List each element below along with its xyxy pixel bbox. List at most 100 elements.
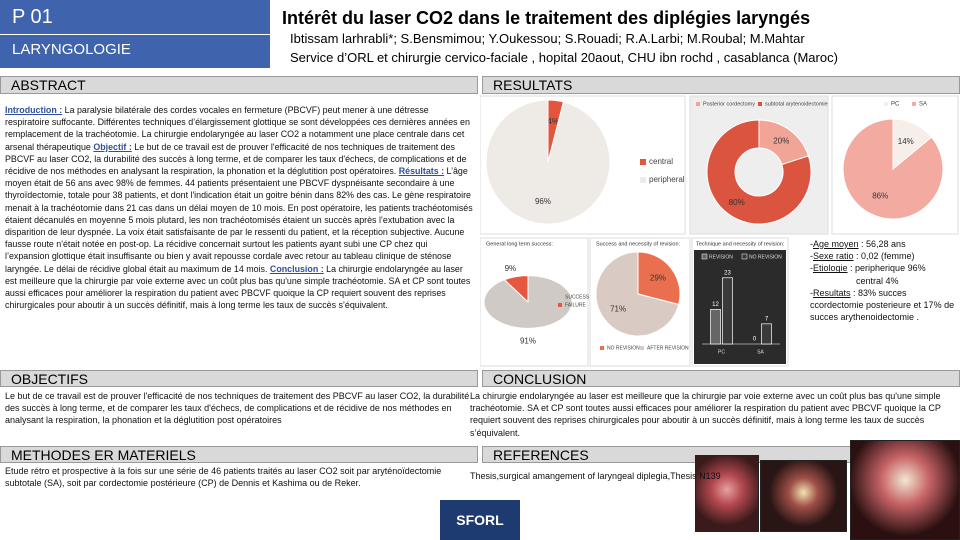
photo [760,460,847,532]
slice [706,119,812,225]
summary-text: : 83% succes ccordectomie posterieure et… [810,287,955,323]
pie: 91% 9% [483,264,573,346]
legend-swatch [558,303,562,307]
pie: 20% 80% [706,119,812,225]
summary-item: central 4% [810,275,956,287]
legend-swatch [640,346,644,350]
data-label: 86% [872,191,888,200]
abstract-text: Introduction : La paralysie bilatérale d… [5,104,473,311]
chart-title: Success and necessity of revision: [596,241,681,247]
data-label: 9% [505,264,517,273]
bar [722,277,733,345]
legend-label: central [649,157,673,166]
data-label: 14% [898,137,914,146]
chart-title: General long term success: [486,241,553,247]
bar [761,323,772,345]
photo [850,440,960,540]
legend-label: NO REVISION [607,345,640,351]
abstract-body: La paralysie bilatérale des cordes vocal… [5,105,470,152]
data-label: 96% [535,197,551,206]
bar [710,309,721,345]
legend-swatch [884,102,888,106]
affiliation: Service d’ORL et chirurgie cervico-facia… [290,50,838,65]
data-label: 29% [650,274,666,283]
data-label: 7 [765,316,769,322]
bullet: - [810,239,813,249]
data-label: 71% [610,305,626,314]
abstract-body: Le but de ce travail est de prouver l'ef… [5,141,467,177]
pie: 14% 86% [842,118,944,220]
legend-label: SUCCESS [565,294,590,300]
section-heading: RESULTATS [482,76,960,94]
summary-label: Sexe ratio [813,251,854,262]
legend-label: Posterior cordectomy [703,101,755,107]
legend-swatch [640,177,646,183]
methodes-text: Etude rétro et prospective à la fois sur… [5,466,442,489]
objectifs-text: Le but de ce travail est de prouver l'ef… [5,391,470,426]
x-tick-label: PC [718,349,725,355]
legend-swatch [758,102,762,106]
results-charts: 4% 96% central peripheral 20% 80% Posterior co… [480,95,959,367]
data-label: 23 [724,270,731,276]
data-label: 20% [773,136,789,145]
legend-label: PC [891,102,900,108]
summary-text: : 0,02 (femme) [853,251,915,262]
legend-label: REVISION [709,254,733,260]
section-label: Objectif : [93,141,132,152]
title: Intérêt du laser CO2 dans le traitement … [282,8,811,28]
summary-text: central 4% [856,275,899,286]
data-label: 91% [520,337,536,346]
legend-swatch [741,253,748,260]
bullet: - [810,263,813,274]
legend-label: peripheral [649,175,685,184]
conclusion-text: La chirurgie endolaryngée au laser est m… [470,391,941,438]
section-heading: ABSTRACT [0,76,478,94]
abstract-body: L’âge moyen était de 56 ans avec 98% de … [5,166,473,274]
section-label: Introduction : [5,105,63,115]
summary-item: -Sexe ratio : 0,02 (femme) [810,250,956,262]
legend-label: FAILURE [565,302,587,308]
bullet: - [810,251,813,262]
data-label: 4% [547,117,559,126]
slice [842,118,944,220]
summary-text: : 56,28 ans [858,239,906,249]
authors: Ibtissam larhrabli*; S.Bensmimou; Y.Ouke… [290,31,805,46]
x-tick-label: SA [757,349,764,355]
section-heading: OBJECTIFS [0,370,478,387]
summary-item: -Resultats : 83% succes ccordectomie pos… [810,287,956,324]
slice [637,251,681,306]
summary-item: -Etiologie : peripherique 96% [810,262,956,274]
pie: 29% 71% [595,251,681,337]
legend-label: AFTER REVISION [647,345,689,351]
data-label: 80% [729,198,745,207]
photo [695,455,759,532]
divider [0,34,270,35]
summary-label: Age moyen [813,239,859,249]
data-label: 12 [712,302,719,308]
section-label: Résultats : [398,166,445,177]
legend-label: SA [919,102,927,108]
references-text: Thesis,surgical amangement of laryngeal … [470,471,721,481]
section-heading: METHODES ER MATERIELS [0,446,478,463]
section-heading: CONCLUSION [482,370,960,387]
legend-swatch [558,295,562,299]
summary-item: -Age moyen : 56,28 ans [810,238,956,250]
legend-swatch [701,253,708,260]
legend-swatch [696,102,700,106]
legend-swatch [912,102,916,106]
legend-swatch [640,159,646,165]
bullet: - [810,287,813,298]
legend-label: NO REVISION [749,254,782,260]
summary-text: : peripherique 96% [847,263,926,274]
summary-label: Etiologie [813,263,848,274]
slice [503,275,529,304]
legend-swatch [600,346,604,350]
plot-background [694,250,786,364]
section-label: Conclusion : [269,263,324,274]
summary-label: Resultats [813,287,851,298]
chart-title: Technique and necessity of revision: [696,241,785,247]
header-badge: P 01 LARYNGOLOGIE [0,0,270,68]
results-summary: -Age moyen : 56,28 ans -Sexe ratio : 0,02… [810,238,956,323]
pie: 4% 96% [485,99,611,225]
